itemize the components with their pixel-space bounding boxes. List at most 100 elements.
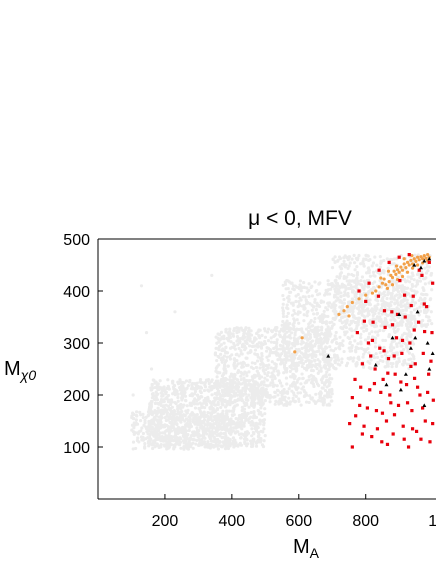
- data-point: [232, 413, 236, 417]
- data-point: [226, 338, 230, 342]
- data-point: [328, 363, 332, 367]
- data-point: [397, 270, 401, 274]
- data-point: [222, 390, 226, 394]
- data-point: [376, 333, 380, 337]
- data-point: [334, 303, 338, 308]
- data-point: [237, 425, 241, 429]
- data-point: [281, 314, 286, 319]
- data-point: [373, 255, 377, 259]
- data-point: [292, 336, 296, 340]
- data-point: [414, 259, 418, 263]
- data-point: [286, 307, 290, 311]
- data-point: [229, 442, 233, 446]
- data-point: [355, 271, 360, 275]
- data-point: [337, 346, 341, 350]
- data-point: [429, 273, 433, 277]
- data-point: [416, 272, 420, 277]
- data-point: [356, 320, 360, 324]
- data-point: [147, 410, 151, 414]
- y-tick-label: 200: [63, 388, 90, 405]
- data-point: [323, 358, 327, 362]
- data-point: [398, 387, 403, 392]
- data-point: [418, 279, 423, 283]
- data-point: [350, 396, 354, 400]
- data-point: [430, 331, 434, 335]
- data-point: [346, 356, 350, 360]
- data-point: [264, 388, 268, 392]
- data-point: [296, 305, 300, 309]
- data-point: [384, 283, 388, 287]
- data-point: [303, 345, 307, 350]
- data-point: [144, 331, 149, 335]
- data-point: [219, 352, 223, 356]
- data-point: [223, 439, 227, 443]
- data-point: [405, 401, 410, 405]
- data-point: [268, 400, 272, 404]
- data-point: [343, 330, 348, 334]
- data-point: [421, 318, 425, 323]
- data-point: [182, 393, 186, 397]
- data-point: [326, 354, 331, 358]
- data-point: [300, 358, 304, 362]
- data-point: [333, 255, 337, 259]
- data-point: [237, 354, 241, 358]
- data-point: [419, 437, 423, 441]
- data-point: [223, 447, 228, 451]
- data-point: [186, 447, 191, 451]
- data-point: [328, 330, 332, 334]
- data-point: [373, 317, 378, 321]
- data-point: [287, 343, 291, 347]
- data-point: [223, 442, 228, 447]
- data-point: [377, 268, 381, 272]
- data-point: [392, 346, 396, 350]
- data-point: [193, 406, 198, 410]
- data-point: [229, 393, 233, 397]
- data-point: [209, 431, 214, 436]
- data-point: [369, 367, 373, 371]
- data-point: [228, 346, 233, 350]
- data-point: [324, 364, 328, 368]
- data-point: [219, 425, 223, 429]
- data-point: [262, 427, 266, 431]
- data-point: [393, 301, 397, 305]
- data-point: [247, 416, 251, 421]
- data-point: [296, 292, 300, 297]
- data-point: [178, 385, 182, 390]
- data-point: [329, 287, 333, 291]
- data-point: [225, 438, 230, 443]
- data-point: [294, 299, 298, 304]
- data-point: [215, 443, 219, 447]
- data-point: [409, 364, 413, 368]
- data-point: [350, 300, 354, 305]
- data-point: [291, 323, 295, 327]
- data-point: [287, 322, 291, 326]
- data-point: [319, 369, 323, 373]
- data-point: [369, 354, 373, 358]
- data-point: [253, 352, 257, 356]
- data-point: [362, 304, 366, 308]
- data-point: [383, 325, 387, 329]
- data-point: [265, 373, 270, 378]
- data-point: [221, 379, 225, 383]
- data-point: [276, 352, 280, 356]
- data-point: [229, 396, 233, 401]
- data-point: [250, 398, 254, 402]
- data-point: [312, 305, 316, 309]
- data-point: [238, 421, 242, 425]
- data-point: [365, 271, 369, 275]
- data-point: [383, 306, 387, 310]
- data-point: [278, 343, 282, 347]
- data-point: [208, 423, 213, 427]
- data-point: [266, 358, 270, 362]
- data-point: [310, 356, 314, 360]
- data-point: [216, 437, 220, 442]
- data-point: [238, 336, 242, 341]
- data-point: [164, 403, 168, 407]
- data-point: [189, 442, 194, 446]
- data-point: [357, 253, 361, 258]
- data-point: [354, 301, 358, 306]
- data-point: [197, 407, 202, 411]
- data-point: [155, 398, 160, 402]
- data-point: [379, 390, 383, 394]
- data-point: [228, 375, 232, 379]
